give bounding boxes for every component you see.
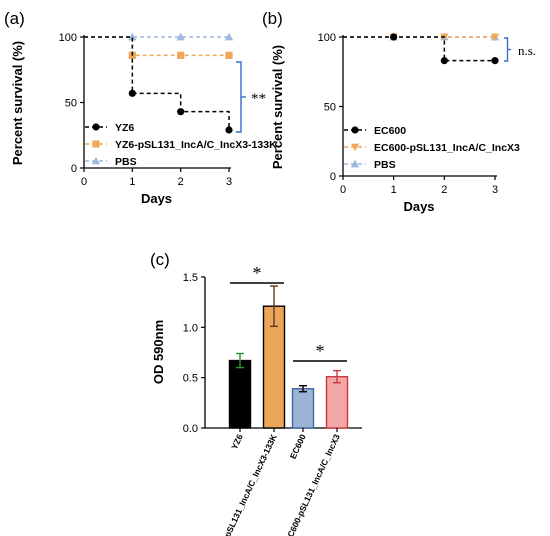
panel-b-legend-marker bbox=[351, 126, 359, 134]
panel-a-significance-label: ** bbox=[251, 91, 266, 107]
panel-b-y-title: Percent survival (%) bbox=[270, 45, 285, 169]
panel-b-y-tick-label: 100 bbox=[318, 32, 336, 44]
panel-a-x-title: Days bbox=[141, 191, 172, 206]
panel-a-x-tick-label: 2 bbox=[178, 176, 184, 188]
panel-a-x-tick-label: 1 bbox=[129, 176, 135, 188]
panel-a-y-tick-label: 100 bbox=[59, 32, 77, 44]
panel-b-legend-label: EC600-pSL131_IncA/C_IncX3 bbox=[374, 142, 520, 154]
panel-c-y-title: OD 590nm bbox=[151, 320, 166, 384]
panel-a-legend-label: YZ6 bbox=[115, 122, 134, 134]
panel-a-data-point bbox=[176, 32, 185, 41]
panel-c-bar bbox=[325, 375, 349, 429]
panel-a-y-title: Percent survival (%) bbox=[10, 41, 25, 165]
panel-b-legend-label: EC600 bbox=[374, 125, 406, 137]
panel-a-data-point bbox=[225, 51, 233, 59]
panel-a-data-point bbox=[224, 32, 234, 41]
panel-a-legend-marker bbox=[92, 140, 100, 148]
panel-b-series-line-0 bbox=[343, 36, 495, 62]
panel-b-legend-marker bbox=[350, 143, 360, 152]
panel-a-x-tick-label: 3 bbox=[226, 176, 232, 188]
panel-a-legend-marker bbox=[92, 123, 100, 131]
panel-a-data-point bbox=[128, 89, 136, 97]
panel-b-legend-marker bbox=[350, 159, 360, 168]
panel-b-data-point bbox=[390, 33, 398, 41]
panel-a-data-point bbox=[225, 126, 233, 134]
panel-a-data-point bbox=[177, 51, 185, 59]
panel-c-bar bbox=[228, 359, 252, 429]
panel-b-x-title: Days bbox=[403, 199, 434, 214]
panel-a-significance-bracket bbox=[236, 61, 242, 133]
panel-a-series-line-0 bbox=[84, 36, 230, 131]
panel-b-significance-bracket bbox=[504, 37, 509, 62]
panel-b-x-tick-label: 1 bbox=[391, 184, 397, 196]
panel-b-significance-label: n.s. bbox=[518, 43, 536, 58]
panel-c-y-tick-label: 0.0 bbox=[183, 423, 198, 435]
panel-b-y-tick-label: 50 bbox=[324, 102, 336, 114]
panel-b-label: (b) bbox=[262, 9, 283, 28]
panel-b-data-point bbox=[490, 33, 500, 42]
panel-c-significance-label: * bbox=[316, 341, 325, 361]
panel-b-data-point bbox=[491, 57, 499, 65]
panel-a-legend-marker bbox=[91, 156, 101, 165]
panel-a-legend-label: YZ6-pSL131_IncA/C_IncX3-133K bbox=[115, 139, 277, 151]
panel-c-y-tick-label: 1.5 bbox=[183, 272, 198, 284]
panel-c-y-tick-label: 1.0 bbox=[183, 322, 198, 334]
panel-a-y-tick-label: 50 bbox=[65, 98, 77, 110]
panel-c-bar bbox=[291, 388, 315, 429]
panel-a-data-point bbox=[128, 32, 137, 41]
panel-c-category-label: YZ6-pSL131_IncA/C_IncX3-133K bbox=[214, 432, 279, 536]
panel-c-category-label: YZ6 bbox=[229, 432, 245, 451]
panel-b-x-tick-label: 0 bbox=[340, 184, 346, 196]
panel-a-series-line-1 bbox=[84, 36, 229, 57]
panel-a-data-point bbox=[177, 108, 185, 116]
panel-b-legend-label: PBS bbox=[374, 159, 396, 171]
panel-b-data-point bbox=[440, 57, 448, 65]
panel-a-label: (a) bbox=[4, 9, 25, 28]
panel-a-x-tick-label: 0 bbox=[81, 176, 87, 188]
panel-a-legend-label: PBS bbox=[115, 156, 137, 168]
panel-c-category-label: EC600 bbox=[288, 432, 308, 460]
panel-c-label: (c) bbox=[150, 250, 170, 269]
panel-b-x-tick-label: 2 bbox=[441, 184, 447, 196]
panel-c-significance-label: * bbox=[253, 263, 262, 283]
panel-b-x-tick-label: 3 bbox=[492, 184, 498, 196]
panel-b-y-tick-label: 0 bbox=[330, 171, 336, 183]
panel-c-y-tick-label: 0.5 bbox=[183, 373, 198, 385]
panel-a-y-tick-label: 0 bbox=[71, 163, 77, 175]
